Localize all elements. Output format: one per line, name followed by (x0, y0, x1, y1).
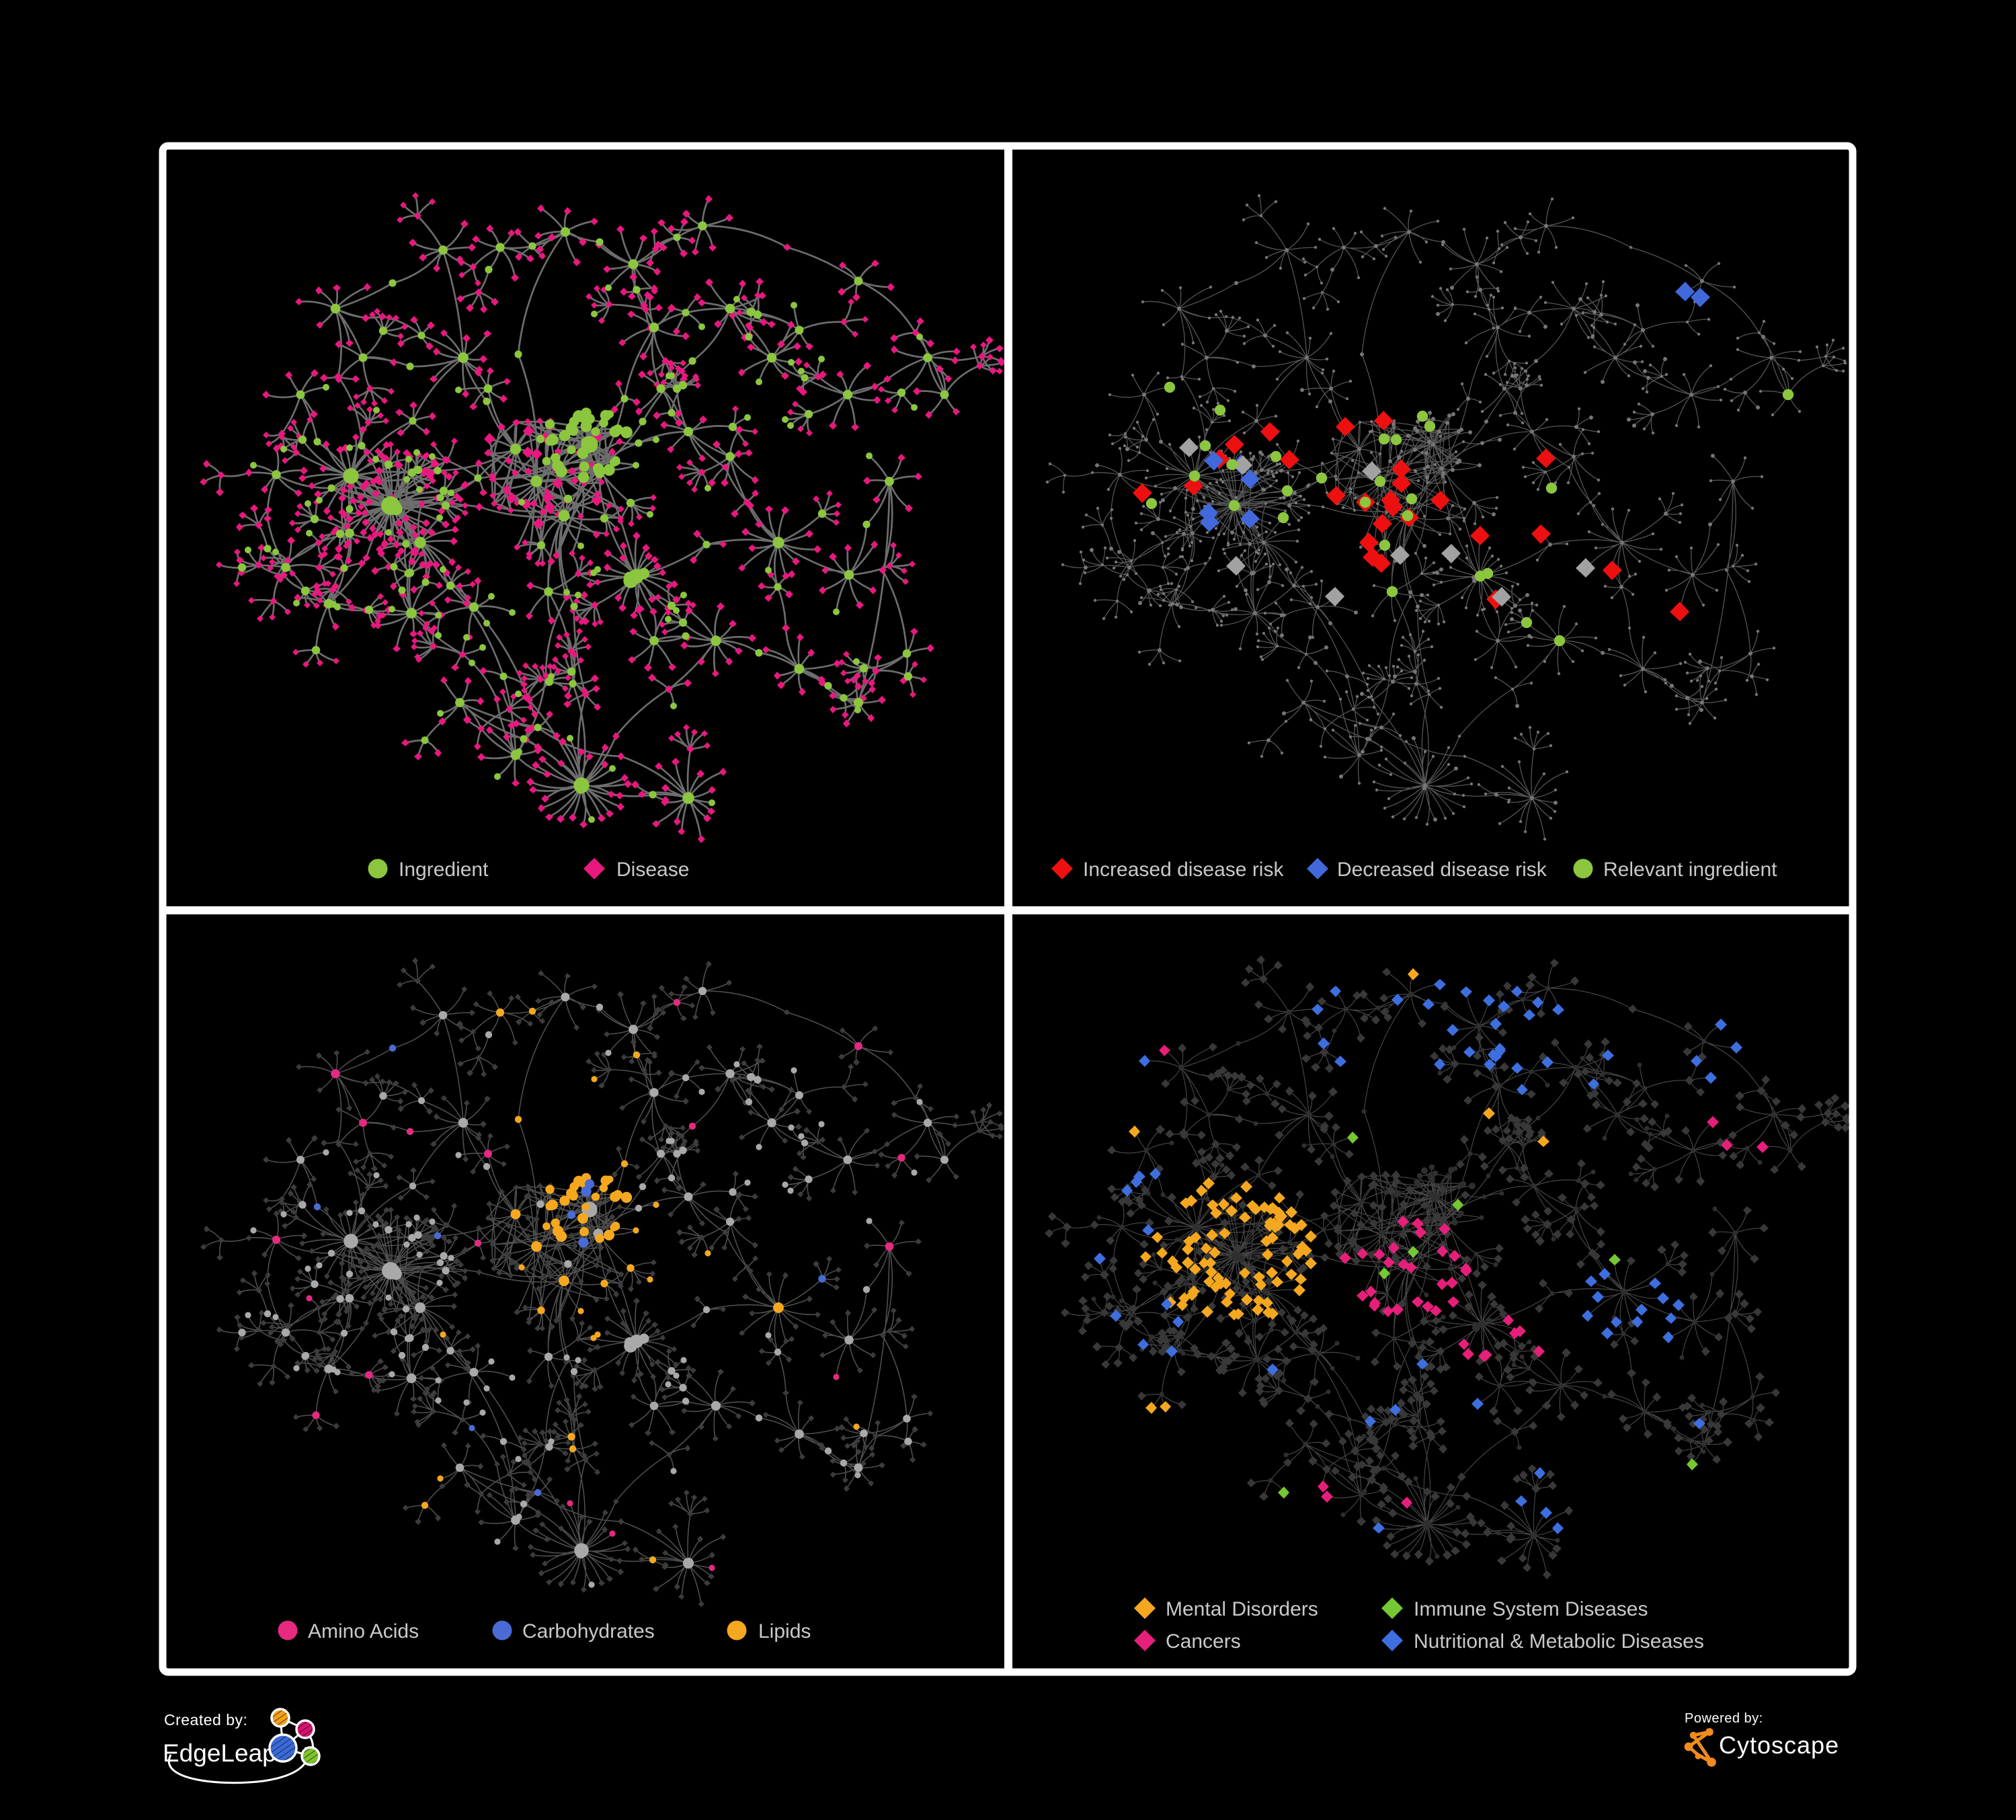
svg-text:Lipids: Lipids (758, 1620, 811, 1643)
svg-text:Amino Acids: Amino Acids (308, 1620, 419, 1643)
svg-text:Created by:: Created by: (164, 1711, 247, 1729)
svg-text:EdgeLeap: EdgeLeap (163, 1739, 276, 1767)
svg-text:Carbohydrates: Carbohydrates (522, 1620, 655, 1643)
svg-text:Decreased disease risk: Decreased disease risk (1337, 859, 1547, 881)
svg-text:Mental Disorders: Mental Disorders (1166, 1598, 1318, 1620)
svg-text:Cytoscape: Cytoscape (1719, 1731, 1839, 1759)
svg-text:Immune System Diseases: Immune System Diseases (1414, 1598, 1648, 1620)
svg-text:Nutritional & Metabolic Diseas: Nutritional & Metabolic Diseases (1414, 1630, 1704, 1653)
svg-text:Disease: Disease (616, 859, 689, 881)
svg-text:Powered by:: Powered by: (1685, 1711, 1763, 1726)
svg-text:Increased disease risk: Increased disease risk (1083, 859, 1284, 881)
svg-text:Relevant ingredient: Relevant ingredient (1603, 859, 1777, 881)
svg-text:Ingredient: Ingredient (399, 859, 489, 881)
svg-text:Cancers: Cancers (1166, 1630, 1241, 1653)
